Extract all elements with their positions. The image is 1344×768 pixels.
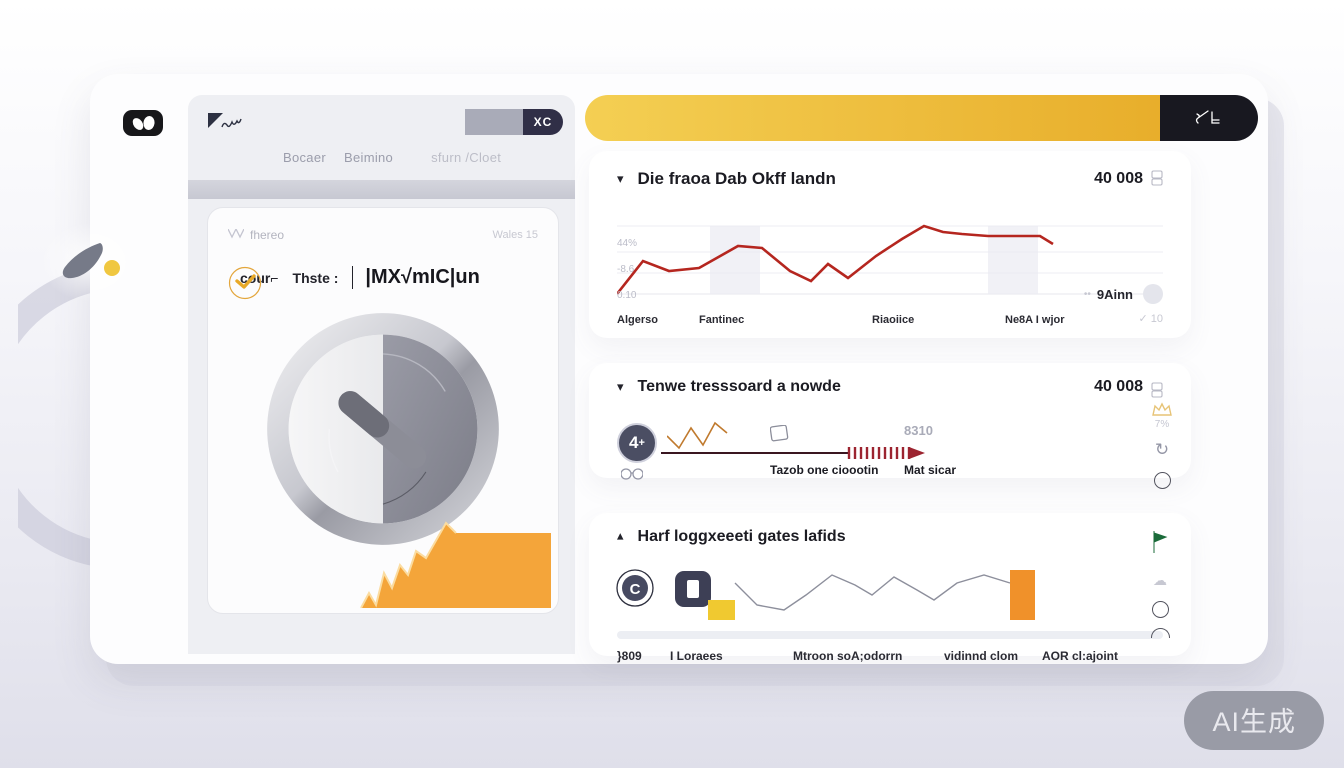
svg-text:-8.6: -8.6 xyxy=(617,264,635,275)
svg-text:0.10: 0.10 xyxy=(617,290,637,301)
svg-text:C: C xyxy=(630,581,641,598)
svg-text:44%: 44% xyxy=(617,238,637,249)
